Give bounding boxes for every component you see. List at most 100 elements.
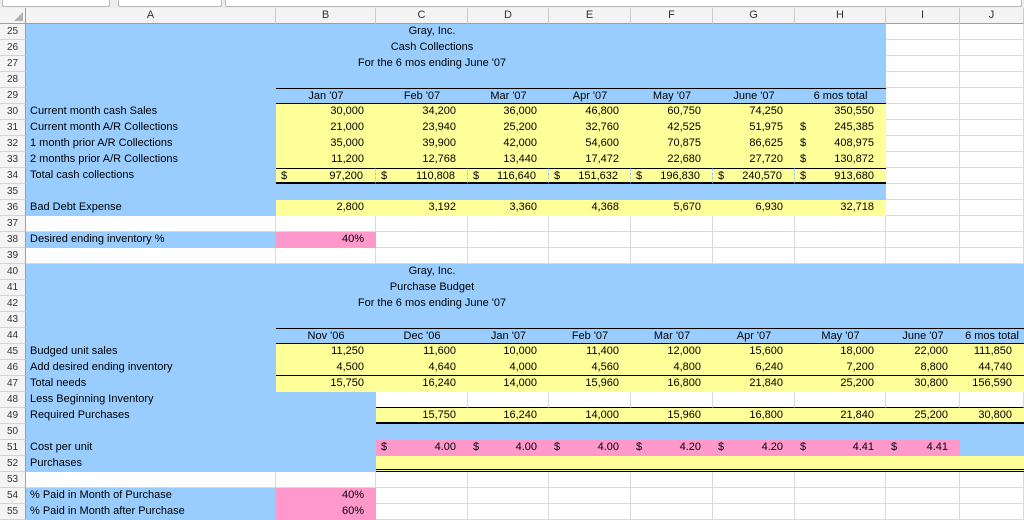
cell-C52[interactable]	[376, 456, 1024, 472]
row-header-48[interactable]: 48	[0, 392, 26, 408]
cell-A52[interactable]: Purchases	[26, 456, 276, 472]
cell-G46[interactable]: 6,240	[713, 360, 795, 376]
cell-D37[interactable]	[468, 216, 549, 232]
col-header-E[interactable]: E	[549, 8, 631, 24]
cell-J46[interactable]: 44,740	[960, 360, 1024, 376]
cell-I51[interactable]: $4.41	[886, 440, 960, 456]
row-header-42[interactable]: 42	[0, 296, 26, 312]
cell-G51[interactable]: $4.20	[713, 440, 795, 456]
cell-E31[interactable]: 32,760	[549, 120, 631, 136]
cell-G36[interactable]: 6,930	[713, 200, 795, 216]
row-header-50[interactable]: 50	[0, 424, 26, 440]
cell-I39[interactable]	[886, 248, 960, 264]
cell-A32[interactable]: 1 month prior A/R Collections	[26, 136, 276, 152]
cell-B52[interactable]	[276, 456, 376, 472]
cell-H31[interactable]: $245,385	[795, 120, 886, 136]
cell-G34[interactable]: $240,570	[713, 168, 795, 184]
cell-H36[interactable]: 32,718	[795, 200, 886, 216]
cell-G53[interactable]	[713, 472, 795, 488]
cell-D55[interactable]	[468, 504, 549, 520]
cell-I34[interactable]	[886, 168, 960, 184]
cell-C34[interactable]: $110,808	[376, 168, 468, 184]
cell-C55[interactable]	[376, 504, 468, 520]
row-header-51[interactable]: 51	[0, 440, 26, 456]
cell-F33[interactable]: 22,680	[631, 152, 713, 168]
cell-D49[interactable]: 16,240	[468, 408, 549, 424]
cell-E37[interactable]	[549, 216, 631, 232]
cell-D32[interactable]: 42,000	[468, 136, 549, 152]
cell-J49[interactable]: 30,800	[960, 408, 1024, 424]
cell-A47[interactable]: Total needs	[26, 376, 276, 392]
cell-D54[interactable]	[468, 488, 549, 504]
row-header-38[interactable]: 38	[0, 232, 26, 248]
cell-G31[interactable]: 51,975	[713, 120, 795, 136]
cell-G33[interactable]: 27,720	[713, 152, 795, 168]
cell-C29[interactable]: Feb '07	[376, 88, 468, 104]
row-header-30[interactable]: 30	[0, 104, 26, 120]
row-header-31[interactable]: 31	[0, 120, 26, 136]
select-all-corner[interactable]	[0, 8, 26, 24]
cell-E44[interactable]: Feb '07	[549, 328, 631, 344]
cell-H44[interactable]: May '07	[795, 328, 886, 344]
row-header-39[interactable]: 39	[0, 248, 26, 264]
cell-E33[interactable]: 17,472	[549, 152, 631, 168]
cell-B51[interactable]	[276, 440, 376, 456]
cell-A30[interactable]: Current month cash Sales	[26, 104, 276, 120]
cell-J33[interactable]	[960, 152, 1024, 168]
cell-A28[interactable]	[26, 72, 886, 88]
cell-E48[interactable]	[549, 392, 631, 408]
cell-H33[interactable]: $130,872	[795, 152, 886, 168]
cell-B54[interactable]: 40%	[276, 488, 376, 504]
cell-J32[interactable]	[960, 136, 1024, 152]
cell-C53[interactable]	[376, 472, 468, 488]
cell-B33[interactable]: 11,200	[276, 152, 376, 168]
row-header-25[interactable]: 25	[0, 24, 26, 40]
cell-C30[interactable]: 34,200	[376, 104, 468, 120]
cell-C39[interactable]	[376, 248, 468, 264]
cell-B38[interactable]: 40%	[276, 232, 376, 248]
cell-D39[interactable]	[468, 248, 549, 264]
cell-I36[interactable]	[886, 200, 960, 216]
cell-H47[interactable]: 25,200	[795, 376, 886, 392]
cell-A38[interactable]: Desired ending inventory %	[26, 232, 276, 248]
cell-E46[interactable]: 4,560	[549, 360, 631, 376]
row-header-49[interactable]: 49	[0, 408, 26, 424]
row-header-37[interactable]: 37	[0, 216, 26, 232]
cell-A41[interactable]: Purchase Budget	[26, 280, 1024, 296]
cell-H32[interactable]: $408,975	[795, 136, 886, 152]
row-header-28[interactable]: 28	[0, 72, 26, 88]
cell-G30[interactable]: 74,250	[713, 104, 795, 120]
cell-J35[interactable]	[960, 184, 1024, 200]
name-box[interactable]	[2, 0, 110, 7]
cell-F55[interactable]	[631, 504, 713, 520]
cell-B29[interactable]: Jan '07	[276, 88, 376, 104]
cell-H29[interactable]: 6 mos total	[795, 88, 886, 104]
cell-C31[interactable]: 23,940	[376, 120, 468, 136]
row-header-26[interactable]: 26	[0, 40, 26, 56]
cell-I35[interactable]	[886, 184, 960, 200]
cell-I45[interactable]: 22,000	[886, 344, 960, 360]
cell-A46[interactable]: Add desired ending inventory	[26, 360, 276, 376]
row-header-53[interactable]: 53	[0, 472, 26, 488]
cell-C37[interactable]	[376, 216, 468, 232]
cell-I29[interactable]	[886, 88, 960, 104]
cell-E53[interactable]	[549, 472, 631, 488]
cell-I55[interactable]	[886, 504, 960, 520]
cell-C36[interactable]: 3,192	[376, 200, 468, 216]
cell-J48[interactable]	[960, 392, 1024, 408]
cell-E51[interactable]: $4.00	[549, 440, 631, 456]
row-header-52[interactable]: 52	[0, 456, 26, 472]
cell-H51[interactable]: $4.41	[795, 440, 886, 456]
cell-E45[interactable]: 11,400	[549, 344, 631, 360]
cell-H46[interactable]: 7,200	[795, 360, 886, 376]
cell-D45[interactable]: 10,000	[468, 344, 549, 360]
cell-A53[interactable]	[26, 472, 276, 488]
cell-C47[interactable]: 16,240	[376, 376, 468, 392]
cell-I31[interactable]	[886, 120, 960, 136]
cell-I26[interactable]	[886, 40, 960, 56]
cell-B34[interactable]: $97,200	[276, 168, 376, 184]
cell-D36[interactable]: 3,360	[468, 200, 549, 216]
cell-A35[interactable]	[26, 184, 886, 200]
cell-C45[interactable]: 11,600	[376, 344, 468, 360]
cell-F51[interactable]: $4.20	[631, 440, 713, 456]
